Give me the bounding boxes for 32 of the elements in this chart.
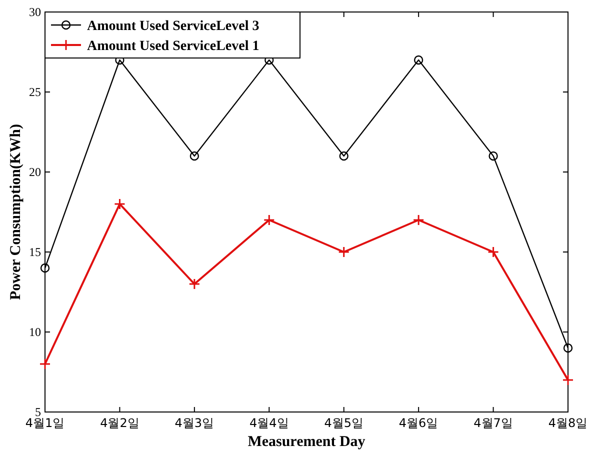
y-axis-title: Power Consumption(KWh): [8, 124, 24, 300]
legend-label: Amount Used ServiceLevel 1: [87, 39, 260, 54]
point: [114, 198, 126, 210]
y-tick-label: 10: [29, 325, 41, 339]
y-tick-label: 20: [29, 165, 41, 179]
point: [563, 343, 573, 353]
x-tick-label: 4월7일: [474, 416, 513, 430]
legend-label: Amount Used ServiceLevel 3: [87, 19, 260, 34]
point: [488, 246, 500, 258]
x-tick-label: 4월8일: [548, 416, 588, 430]
point: [40, 263, 50, 273]
x-tick-label: 4월2일: [100, 416, 140, 430]
point: [263, 214, 275, 226]
y-tick-label: 15: [29, 245, 41, 259]
point: [488, 151, 498, 161]
point: [562, 374, 574, 386]
y-tick-label: 30: [29, 5, 41, 19]
point: [188, 278, 200, 290]
x-tick-label: 4월6일: [398, 416, 438, 430]
y-tick-label: 25: [29, 85, 41, 99]
point: [190, 151, 200, 161]
y-tick-label: 5: [35, 405, 41, 419]
x-tick-label: 4월1일: [25, 416, 65, 430]
point: [414, 55, 424, 65]
point: [338, 246, 350, 258]
x-axis-title: Measurement Day: [248, 434, 366, 450]
point: [412, 214, 424, 226]
point: [39, 358, 51, 370]
x-tick-label: 4월4일: [250, 416, 289, 430]
x-tick-label: 4월3일: [174, 416, 214, 430]
x-tick-label: 4월5일: [324, 416, 364, 430]
point: [339, 151, 348, 161]
